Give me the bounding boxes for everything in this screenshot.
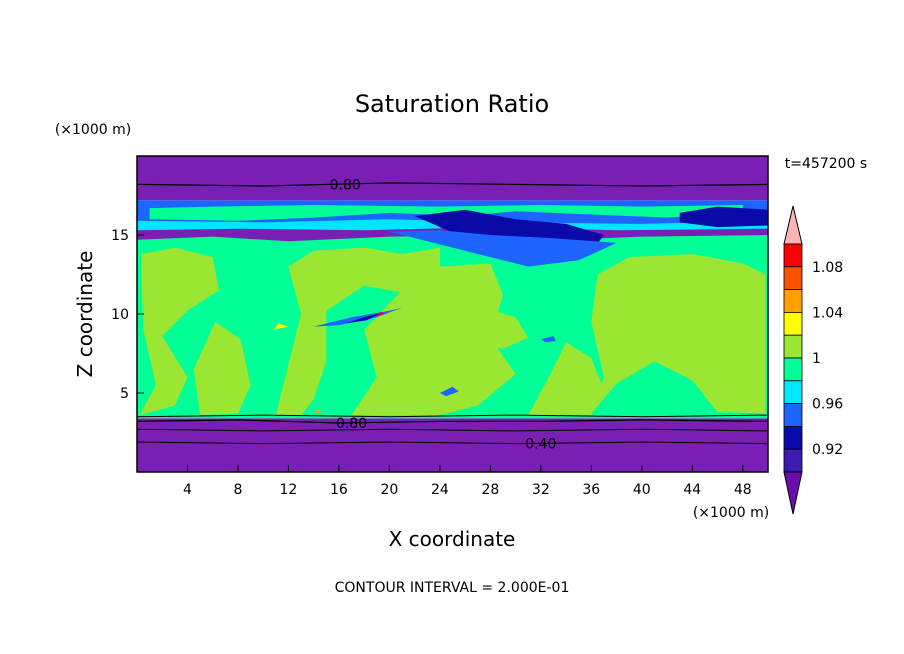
y-unit-label: (×1000 m) bbox=[55, 122, 131, 138]
x-tick-label-48: 48 bbox=[734, 482, 752, 498]
blue-pocket-32 bbox=[540, 336, 556, 343]
red-fleck-1 bbox=[376, 311, 385, 316]
time-label: t=457200 s bbox=[785, 156, 867, 172]
orange-fleck-1 bbox=[313, 409, 324, 414]
upper-blue-pocket bbox=[389, 230, 617, 267]
y-tick-label-15: 15 bbox=[111, 228, 129, 244]
x-tick-label-8: 8 bbox=[233, 482, 242, 498]
contour-field bbox=[137, 156, 768, 472]
colorbar-swatch-5 bbox=[783, 334, 803, 359]
colorbar-swatch-10 bbox=[783, 448, 803, 473]
contour-label-2: 0.80 bbox=[336, 416, 367, 432]
cloud-region-3 bbox=[275, 247, 440, 416]
contour-tropo-boundary bbox=[137, 414, 768, 418]
x-axis-label: X coordinate bbox=[389, 527, 516, 551]
contour-lower-0.40 bbox=[137, 441, 768, 445]
colorbar-label-5: 1.08 bbox=[812, 260, 843, 276]
cloud-region-8 bbox=[143, 282, 201, 311]
x-tick-label-32: 32 bbox=[532, 482, 550, 498]
x-tick-label-12: 12 bbox=[280, 482, 298, 498]
colorbar-cap-bottom bbox=[783, 471, 803, 515]
contour-label-3: 0.40 bbox=[525, 437, 556, 453]
y-tick-label-5: 5 bbox=[120, 386, 129, 402]
x-axis: 4 8 12 16 20 24 28 32 36 40 44 48 bbox=[183, 465, 752, 498]
contour-label-1: 0.80 bbox=[330, 177, 361, 193]
x-tick-label-20: 20 bbox=[380, 482, 398, 498]
cloud-region-5 bbox=[528, 342, 604, 416]
contour-lower-0.60 bbox=[137, 428, 768, 432]
colorbar-label-2: 0.96 bbox=[812, 397, 843, 413]
x-tick-label-16: 16 bbox=[330, 482, 348, 498]
upper-dark-east bbox=[679, 206, 768, 228]
y-axis: 5 10 15 bbox=[111, 228, 144, 402]
chart-title: Saturation Ratio bbox=[355, 90, 549, 118]
y-tick-label-10: 10 bbox=[111, 307, 129, 323]
yellow-fleck-1 bbox=[273, 323, 289, 330]
x-unit-label: (×1000 m) bbox=[693, 505, 769, 521]
x-tick-label-44: 44 bbox=[683, 482, 701, 498]
colorbar-swatch-8 bbox=[783, 403, 803, 427]
cloud-region-7 bbox=[452, 306, 529, 349]
x-tick-label-40: 40 bbox=[633, 482, 651, 498]
contour-lower-0.80 bbox=[137, 419, 768, 424]
x-tick-label-24: 24 bbox=[431, 482, 449, 498]
colorbar-swatch-4 bbox=[783, 311, 803, 336]
contour-lines bbox=[137, 182, 768, 445]
colorbar-swatch-2 bbox=[783, 266, 803, 290]
x-tick-label-28: 28 bbox=[481, 482, 499, 498]
colorbar-label-3: 1 bbox=[812, 351, 821, 367]
cloud-region-2 bbox=[193, 321, 251, 416]
colorbar-label-4: 1.04 bbox=[812, 305, 843, 321]
contour-interval-note: CONTOUR INTERVAL = 2.000E-01 bbox=[335, 580, 570, 596]
x-tick-label-4: 4 bbox=[183, 482, 192, 498]
dark-filament-mid bbox=[345, 312, 384, 324]
colorbar-cap-top bbox=[783, 205, 803, 245]
cloud-region-1 bbox=[139, 247, 219, 416]
y-axis-label: Z coordinate bbox=[73, 251, 97, 378]
colorbar-swatch-1 bbox=[783, 243, 803, 268]
colorbar: 0.92 0.96 1 1.04 1.08 bbox=[783, 205, 843, 515]
colorbar-swatch-9 bbox=[783, 425, 803, 450]
contour-upper-0.80 bbox=[137, 182, 768, 187]
band-upper bbox=[137, 156, 768, 201]
x-tick-label-36: 36 bbox=[582, 482, 600, 498]
contour-labels: 0.80 0.80 0.40 bbox=[330, 177, 557, 452]
colorbar-swatch-3 bbox=[783, 289, 803, 313]
colorbar-swatch-7 bbox=[783, 380, 803, 404]
colorbar-swatch-6 bbox=[783, 357, 803, 382]
blue-pocket-24 bbox=[439, 386, 459, 397]
colorbar-label-1: 0.92 bbox=[812, 442, 843, 458]
cloud-region-4 bbox=[351, 263, 516, 416]
cloud-region-6 bbox=[591, 254, 766, 414]
band-lower bbox=[137, 418, 768, 472]
